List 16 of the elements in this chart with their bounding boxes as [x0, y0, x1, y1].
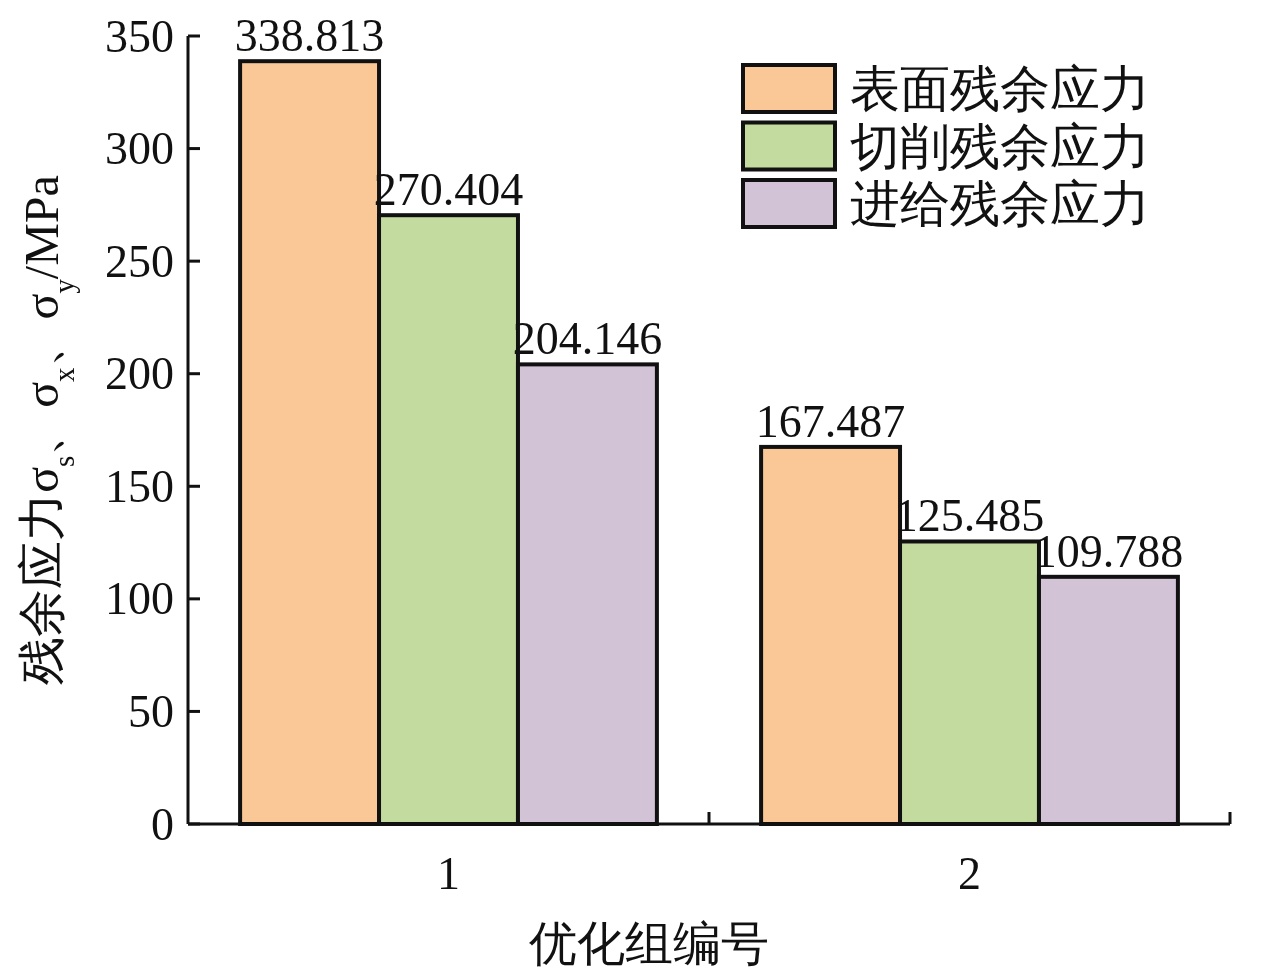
- y-tick-label: 50: [128, 685, 174, 737]
- x-tick-label: 1: [437, 848, 460, 899]
- y-tick-label: 0: [151, 798, 174, 850]
- y-tick-label: 300: [105, 123, 174, 175]
- legend-label: 切削残余应力: [850, 118, 1150, 175]
- y-tick-label: 200: [105, 348, 174, 400]
- data-label: 167.487: [755, 395, 906, 447]
- x-axis-title: 优化组编号: [529, 917, 769, 970]
- legend-label: 进给残余应力: [850, 176, 1150, 232]
- legend-label: 表面残余应力: [850, 61, 1150, 117]
- data-label: 338.813: [234, 10, 385, 62]
- y-tick-label: 150: [105, 460, 174, 512]
- y-tick-label: 250: [105, 235, 174, 287]
- y-tick-label: 100: [105, 573, 174, 625]
- x-tick-label: 2: [958, 848, 981, 899]
- y-tick-label: 350: [105, 10, 174, 62]
